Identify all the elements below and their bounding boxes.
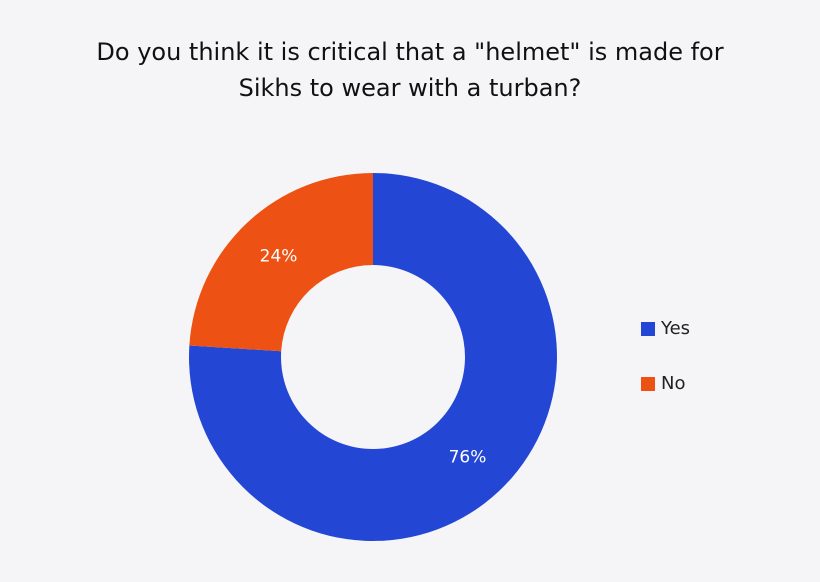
data-label: 24%	[260, 246, 298, 266]
donut-slice	[189, 173, 373, 352]
chart-title: Sikhs to wear with a turban?	[239, 74, 582, 102]
data-label: 76%	[449, 448, 487, 468]
legend-swatch	[641, 377, 655, 391]
chart-title: Do you think it is critical that a "helm…	[96, 38, 723, 66]
donut-slice	[189, 173, 557, 541]
legend-swatch	[641, 322, 655, 336]
legend-label: No	[661, 373, 685, 394]
legend-label: Yes	[660, 318, 690, 339]
